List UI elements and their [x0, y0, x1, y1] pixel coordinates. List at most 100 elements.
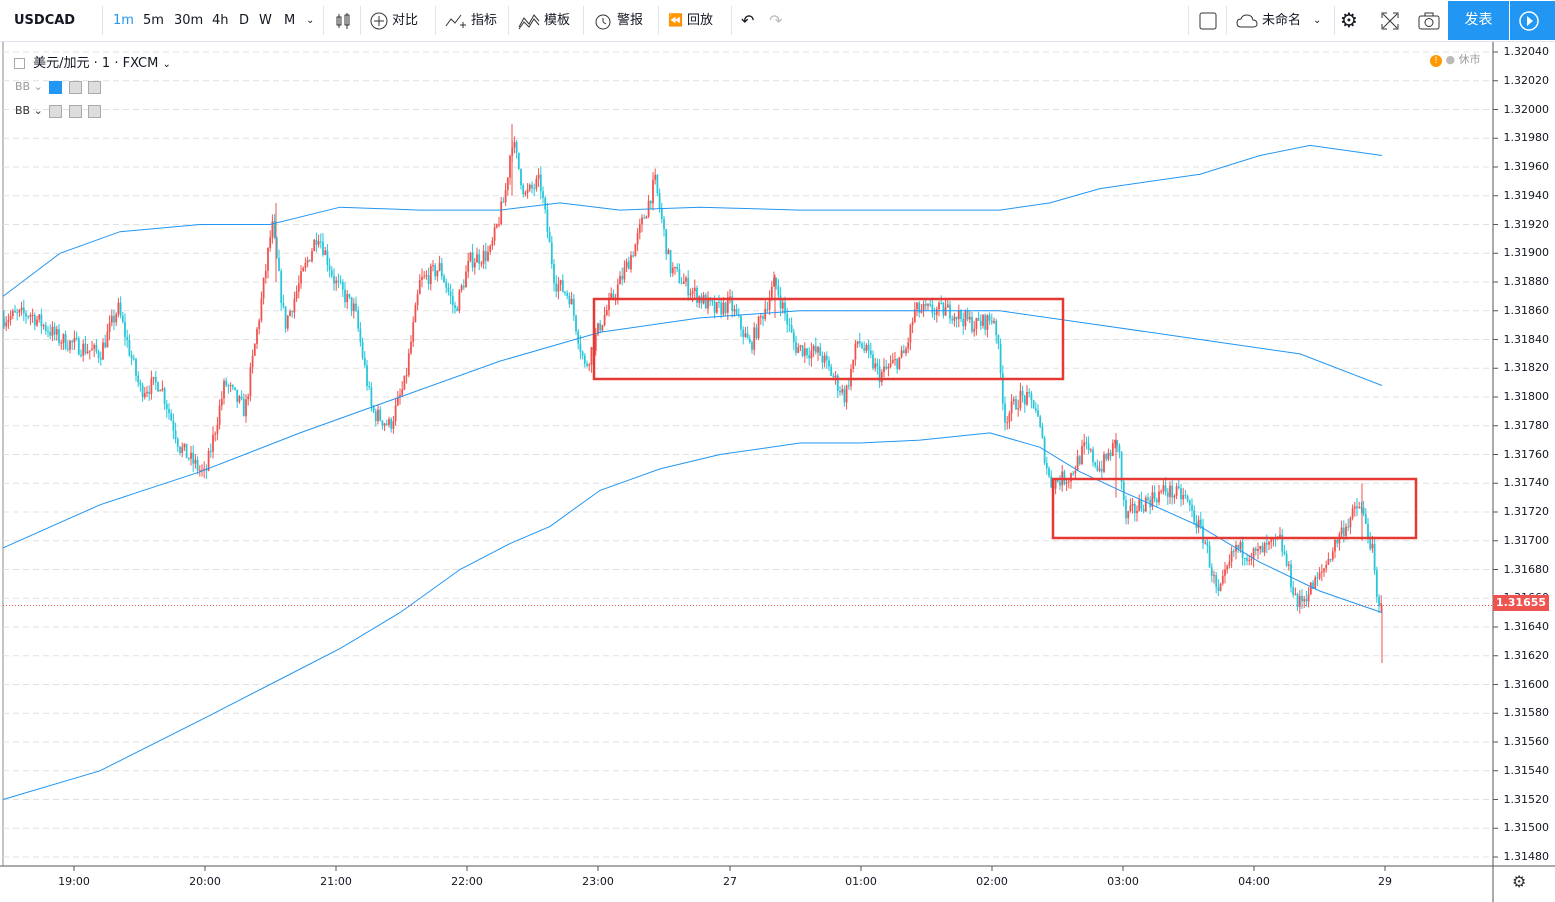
candle-body — [1320, 571, 1323, 573]
candle-body — [1239, 542, 1242, 549]
candle-body — [643, 217, 646, 219]
price-tick-label: 1.31680 — [1503, 562, 1550, 576]
candle-body — [1030, 393, 1033, 400]
candle-body — [115, 314, 118, 323]
close-icon[interactable] — [88, 104, 102, 118]
candle-body — [1226, 565, 1229, 570]
camera-icon[interactable] — [1418, 0, 1440, 41]
candle-body — [746, 333, 749, 339]
divider — [102, 6, 103, 35]
candle-body — [1378, 596, 1380, 607]
candle-body — [1213, 575, 1215, 577]
timeframe-d[interactable]: D — [239, 13, 250, 28]
candle-body — [515, 142, 518, 153]
publish-button[interactable]: 发表 — [1448, 1, 1509, 40]
divider — [360, 6, 361, 35]
candle-body — [223, 380, 225, 399]
settings-icon[interactable] — [68, 104, 82, 118]
price-tick-label: 1.31940 — [1503, 188, 1550, 202]
candle-body — [132, 358, 135, 360]
candle-body — [905, 348, 907, 354]
price-tick-label: 1.31640 — [1503, 620, 1550, 633]
undo-icon[interactable]: ↶ — [741, 11, 755, 30]
gear-icon[interactable]: ⚙ — [1340, 8, 1358, 32]
candle-body — [429, 266, 432, 285]
plus-circle-icon — [370, 12, 388, 29]
alert-label: 警报 — [617, 13, 644, 28]
visibility-off-icon[interactable] — [49, 80, 63, 94]
candle-body — [1008, 413, 1011, 423]
close-icon[interactable] — [88, 80, 102, 94]
candle-body — [962, 318, 965, 327]
timeframe-30m[interactable]: 30m — [174, 13, 204, 28]
indicator-bb-2[interactable]: BB ⌄ — [15, 104, 102, 118]
collapse-icon[interactable] — [14, 58, 25, 69]
candle-body — [1175, 486, 1178, 496]
candle-body — [537, 174, 540, 179]
candle-body — [36, 319, 38, 326]
timeframe-w[interactable]: W — [259, 13, 272, 28]
candle-body — [302, 267, 305, 272]
replay-button[interactable]: ⏪ 回放 — [668, 0, 713, 41]
timeframe-1m[interactable]: 1m — [113, 13, 134, 28]
candle-body — [726, 297, 729, 313]
candle-body — [152, 377, 155, 379]
drawn-rectangle — [592, 297, 1065, 381]
series-title: 美元/加元 · 1 · FXCM — [33, 56, 159, 71]
candle-body — [1184, 495, 1187, 497]
candle-body — [40, 314, 43, 327]
redo-icon[interactable]: ↷ — [769, 11, 783, 30]
templates-button[interactable]: 模板 — [518, 0, 570, 41]
settings-icon[interactable] — [68, 80, 82, 94]
fullscreen-square-icon[interactable] — [1199, 0, 1217, 41]
compare-button[interactable]: 对比 — [370, 0, 418, 41]
candle-body — [872, 354, 874, 369]
timeframe-m[interactable]: M — [284, 13, 296, 28]
candle-body — [718, 302, 720, 304]
candle-body — [432, 265, 434, 267]
candle-body — [264, 270, 267, 278]
candle-body — [1252, 548, 1255, 559]
candle-body — [513, 142, 516, 148]
candle-body — [93, 344, 96, 349]
candle-body — [1259, 546, 1262, 550]
candle-body — [31, 314, 34, 316]
candle-body — [1250, 558, 1253, 560]
alert-button[interactable]: 警报 — [593, 0, 643, 41]
candle-body — [416, 294, 419, 306]
eye-icon[interactable] — [49, 104, 63, 118]
candle-style-icon[interactable] — [334, 0, 352, 41]
price-tick-label: 1.31700 — [1503, 533, 1550, 547]
candle-body — [520, 168, 522, 186]
divider — [658, 6, 659, 35]
market-status-label: 休市 — [1458, 53, 1481, 66]
timeframe-5m[interactable]: 5m — [143, 13, 164, 28]
candle-body — [828, 360, 830, 367]
timeframe-4h[interactable]: 4h — [212, 13, 229, 28]
candle-body — [691, 291, 694, 294]
candle-body — [317, 241, 320, 245]
candle-body — [121, 315, 124, 322]
candle-body — [524, 192, 527, 195]
candle-body — [685, 277, 687, 282]
indicators-button[interactable]: 指标 — [445, 0, 497, 41]
play-button[interactable] — [1510, 1, 1555, 40]
info-icon: ! — [1430, 55, 1442, 67]
candle-body — [1180, 488, 1182, 500]
gear-icon[interactable]: ⚙ — [1512, 872, 1527, 891]
candle-body — [656, 174, 659, 194]
chevron-down-icon[interactable]: ⌄ — [306, 15, 315, 26]
layout-menu[interactable]: 未命名 ⌄ — [1236, 0, 1321, 41]
time-tick-label: 02:00 — [976, 875, 1008, 888]
candle-body — [174, 430, 177, 440]
candle-body — [1063, 471, 1066, 484]
candle-body — [9, 315, 12, 321]
expand-icon[interactable] — [1381, 0, 1399, 41]
indicator-bb-1[interactable]: BB ⌄ — [15, 80, 102, 94]
candle-body — [570, 298, 573, 305]
candle-body — [1327, 559, 1330, 565]
chevron-down-icon[interactable]: ⌄ — [162, 59, 171, 70]
symbol-search[interactable]: USDCAD — [14, 13, 76, 28]
candle-body — [1023, 395, 1026, 405]
